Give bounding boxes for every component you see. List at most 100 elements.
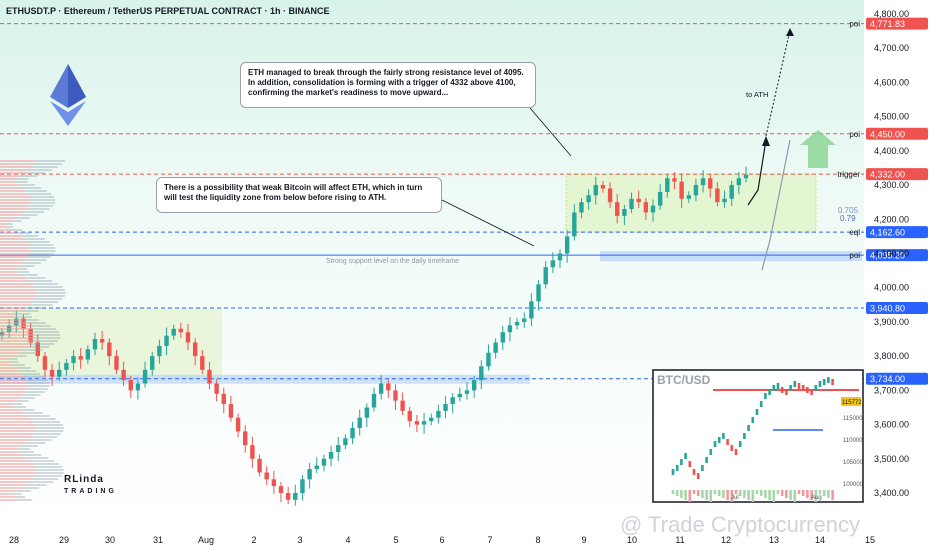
volume-profile-bar — [33, 337, 61, 339]
volume-profile-bar — [26, 379, 48, 381]
btc-candle — [776, 383, 780, 389]
y-tick-label: 4,000.00 — [874, 283, 909, 293]
candle-body — [665, 178, 670, 192]
candle-body — [636, 198, 641, 203]
candle-body — [514, 321, 520, 326]
volume-profile-bar — [23, 349, 43, 351]
logo-text: RLinda — [64, 474, 104, 485]
volume-profile-bar — [17, 499, 32, 501]
y-tick-label: 3,900.00 — [874, 317, 909, 327]
btc-candle — [793, 381, 797, 387]
candle-body — [479, 366, 484, 381]
volume-profile-bar — [0, 394, 23, 396]
volume-profile-bar — [0, 361, 11, 363]
btc-candle — [789, 385, 792, 391]
rlinda-logo: RLinda TRADING — [64, 474, 117, 496]
y-tick-label: 3,700.00 — [874, 385, 909, 395]
note2-pointer — [441, 199, 535, 247]
volume-profile-bar — [0, 256, 28, 258]
volume-profile-bar — [0, 169, 29, 171]
volume-profile-bar — [0, 454, 23, 456]
volume-profile-bar — [0, 283, 32, 285]
y-tick-label: 3,800.00 — [874, 351, 909, 361]
candle-body — [92, 339, 98, 350]
btc-volume-bar — [734, 490, 738, 494]
volume-profile-bar — [19, 352, 35, 354]
volume-profile-bar — [24, 238, 45, 240]
eth-logo-bottom — [50, 101, 86, 126]
support-zone-3734 — [0, 374, 530, 384]
volume-profile-bar — [27, 385, 50, 387]
btc-volume-bar — [776, 490, 780, 494]
btc-volume-bar — [751, 490, 755, 502]
volume-profile-bar — [31, 166, 58, 168]
volume-profile-bar — [32, 463, 59, 465]
volume-profile-bar — [0, 367, 18, 369]
candle-body — [78, 356, 83, 360]
candle-body — [457, 393, 463, 398]
candle-body — [142, 369, 148, 384]
fib-0705-label: 0.705 — [838, 206, 859, 215]
candle-body — [471, 380, 477, 391]
analysis-note-liquidity[interactable]: There is a possibility that weak Bitcoin… — [156, 177, 442, 213]
volume-profile-bar — [7, 226, 13, 228]
volume-profile-bar — [16, 232, 31, 234]
volume-profile-bar — [11, 220, 22, 222]
level-name-0: poi — [849, 20, 860, 29]
candle-body — [436, 410, 441, 418]
volume-profile-bar — [0, 484, 26, 486]
level-price-text-6: 3,734.00 — [870, 374, 905, 384]
x-tick-label: 4 — [345, 535, 350, 545]
volume-profile-bar — [0, 370, 20, 372]
volume-profile-bar — [0, 481, 30, 483]
candle-body — [371, 393, 377, 408]
btc-candle — [768, 389, 771, 395]
candle-body — [536, 284, 541, 302]
btc-x-label: Jul — [731, 495, 739, 501]
volume-profile-bar — [0, 379, 27, 381]
candle-body — [507, 325, 513, 333]
candle-body — [522, 318, 527, 322]
volume-profile-bar — [0, 313, 17, 315]
btc-tick-label: 105000 — [843, 460, 864, 466]
volume-profile-bar — [24, 172, 45, 174]
btc-volume-bar — [797, 490, 801, 494]
volume-profile-bar — [0, 304, 29, 306]
volume-profile-bar — [0, 247, 31, 249]
projection-path-alt — [761, 139, 791, 271]
candle-body — [615, 202, 620, 216]
volume-profile-bar — [0, 499, 18, 501]
y-tick-label: 4,600.00 — [874, 77, 909, 87]
volume-profile-bar — [30, 202, 56, 204]
btc-tick-label: 100000 — [843, 482, 864, 488]
y-tick-label: 3,500.00 — [874, 454, 909, 464]
volume-profile-bar — [0, 487, 22, 489]
volume-profile-bar — [0, 439, 29, 441]
level-price-tag-1 — [866, 127, 928, 140]
volume-profile-bar — [0, 415, 28, 417]
volume-profile-bar — [0, 286, 35, 288]
volume-profile-bar — [0, 196, 30, 198]
volume-profile-bar — [0, 202, 31, 204]
y-tick-label: 3,600.00 — [874, 420, 909, 430]
btc-volume-bar — [759, 490, 763, 496]
level-price-tag-3 — [866, 226, 928, 239]
analysis-note-breakout[interactable]: ETH managed to break through the fairly … — [240, 62, 536, 108]
volume-profile-bar — [0, 343, 30, 345]
volume-profile-bar — [0, 355, 15, 357]
candle-body — [357, 417, 362, 428]
candle-body — [493, 342, 498, 353]
volume-profile-bar — [0, 190, 26, 192]
volume-profile-bar — [0, 376, 25, 378]
volume-profile-bar — [13, 496, 26, 498]
candle-body — [736, 178, 742, 186]
candle-body — [343, 438, 348, 446]
btc-volume-bar — [680, 490, 683, 498]
volume-profile-bar — [34, 424, 63, 426]
level-price-text-5: 3,940.80 — [870, 303, 905, 313]
btc-inset-frame — [652, 369, 864, 503]
x-tick-label: 8 — [535, 535, 540, 545]
volume-profile-bar — [28, 304, 53, 306]
volume-profile-bar — [0, 250, 31, 252]
